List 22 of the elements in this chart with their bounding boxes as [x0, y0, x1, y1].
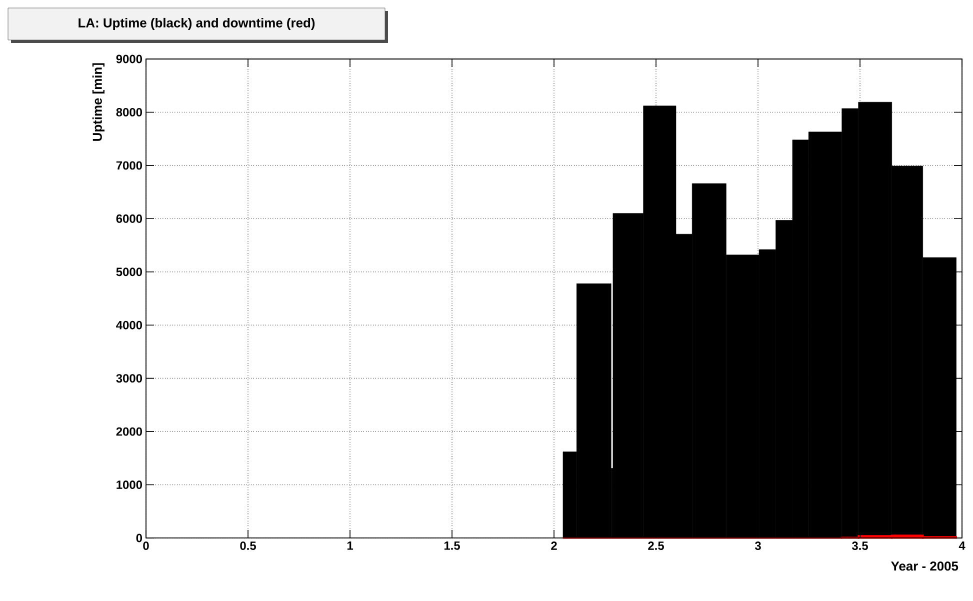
y-tick-label: 4000	[116, 320, 142, 330]
y-axis-title: Uptime [min]	[92, 63, 104, 141]
x-tick-label: 1	[347, 542, 353, 550]
chart-title: LA: Uptime (black) and downtime (red)	[78, 18, 315, 30]
x-tick-label: 4	[958, 542, 966, 550]
y-tick-label: 3000	[116, 374, 142, 383]
y-tick-label: 0	[136, 534, 142, 542]
x-tick-label: 2	[551, 542, 557, 550]
x-axis-title: Year - 2005	[891, 562, 958, 571]
x-tick-label: 2.5	[648, 542, 664, 550]
x-tick-label: 3.5	[852, 542, 868, 550]
y-tick-label: 2000	[116, 427, 142, 436]
y-tick-label: 6000	[116, 214, 142, 223]
x-tick-label: 0.5	[240, 542, 256, 550]
y-tick-label: 5000	[116, 268, 142, 276]
x-tick-label: 1.5	[444, 542, 460, 550]
y-tick-label: 7000	[116, 161, 142, 170]
x-tick-label: 0	[143, 542, 149, 550]
y-tick-label: 9000	[116, 54, 142, 64]
x-tick-label: 3	[754, 542, 761, 550]
y-tick-label: 8000	[116, 108, 142, 116]
y-tick-label: 1000	[116, 480, 142, 489]
